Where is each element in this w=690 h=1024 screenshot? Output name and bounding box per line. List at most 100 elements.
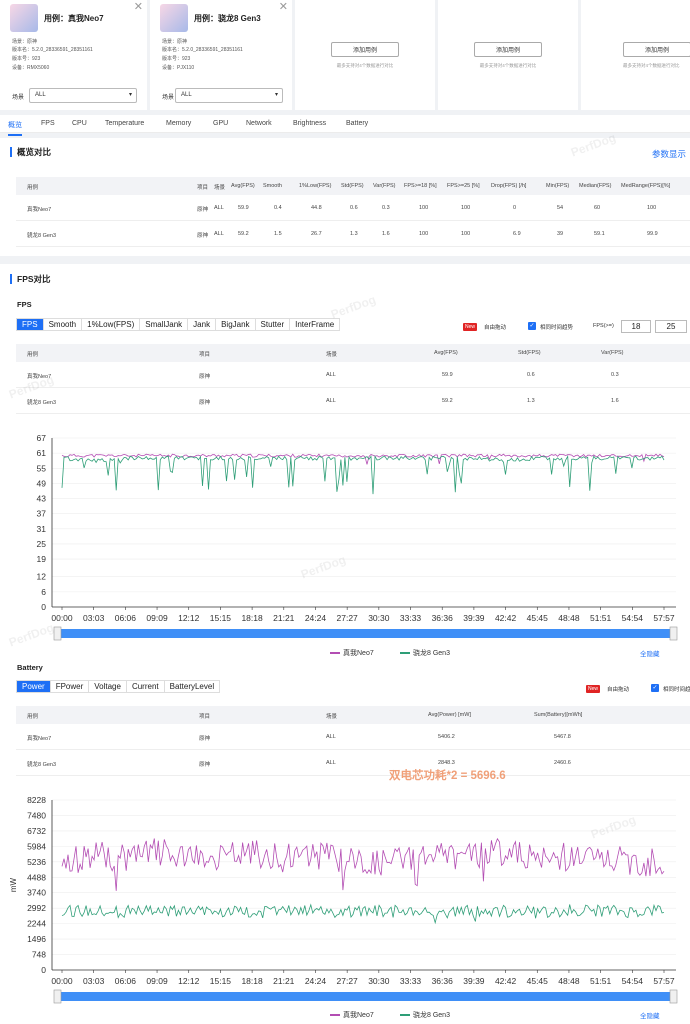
tab-memory[interactable]: Memory	[166, 120, 192, 127]
tab-overview[interactable]: 概览	[8, 122, 22, 136]
tab-cpu[interactable]: CPU	[72, 120, 87, 127]
threshold-label: FPS(>=)	[593, 323, 614, 329]
subtab-1low[interactable]: 1%Low(FPS)	[82, 319, 141, 330]
battery-power-chart: 8228748067325984523644883740299222441496…	[9, 795, 678, 1004]
subtab-smooth[interactable]: Smooth	[44, 319, 83, 330]
cell: 0.3	[382, 205, 390, 211]
x-tick-label: 09:09	[146, 613, 168, 623]
subtab-power[interactable]: Power	[17, 681, 51, 692]
x-tick-label: 33:33	[400, 976, 422, 986]
overview-table-header: 用例 项目 场景 Avg(FPS) Smooth 1%Low(FPS) Std(…	[16, 177, 690, 195]
col-avg-fps: Avg(FPS)	[231, 183, 255, 189]
subtab-fpower[interactable]: FPower	[51, 681, 90, 692]
col-item: 项目	[199, 352, 211, 358]
close-icon[interactable]: ✕	[278, 1, 288, 13]
cell: 100	[419, 231, 429, 237]
chevron-down-icon: ▾	[274, 92, 278, 98]
y-tick-label: 37	[37, 509, 47, 519]
col-case: 用例	[27, 352, 39, 358]
x-tick-label: 36:36	[432, 613, 454, 623]
hide-all-link[interactable]: 全隐藏	[640, 651, 660, 658]
metric-tabs: 概览 FPS CPU Temperature Memory GPU Networ…	[0, 115, 690, 136]
cell: ALL	[214, 205, 224, 211]
case-avatar	[160, 4, 188, 32]
y-tick-label: 0	[41, 602, 46, 612]
add-case-button[interactable]: 添加用例	[474, 41, 542, 57]
subtab-stutter[interactable]: Stutter	[256, 319, 291, 330]
subtab-fps[interactable]: FPS	[17, 319, 44, 330]
x-tick-label: 48:48	[558, 976, 580, 986]
y-tick-label: 55	[37, 463, 47, 473]
subtab-smalljank[interactable]: SmallJank	[140, 319, 189, 330]
scene-select[interactable]: ALL ▾	[175, 88, 283, 103]
x-tick-label: 24:24	[305, 976, 327, 986]
scene-select[interactable]: ALL ▾	[29, 88, 137, 103]
case-info-version-code: 版本号：923	[162, 56, 191, 62]
param-display-link[interactable]: 参数显示	[651, 149, 686, 159]
add-case-hint: 最多支持对4个数据进行对比	[623, 62, 680, 68]
legend-swatch	[330, 652, 340, 655]
y-tick-label: 25	[37, 539, 47, 549]
y-tick-label: 3740	[27, 888, 46, 898]
cell: 0.6	[350, 205, 358, 211]
x-tick-label: 57:57	[653, 976, 675, 986]
cell: 真我Neo7	[27, 736, 52, 742]
add-case-button[interactable]: 添加用例	[623, 41, 690, 57]
tab-brightness[interactable]: Brightness	[293, 120, 327, 127]
legend-item-series2[interactable]: 骁龙8 Gen3	[400, 648, 450, 658]
tab-temperature[interactable]: Temperature	[105, 120, 145, 127]
subtab-voltage[interactable]: Voltage	[89, 681, 127, 692]
cell: 100	[461, 205, 471, 211]
case-info-device: 设备：PJX110	[162, 65, 195, 71]
cell: 5467.8	[554, 734, 571, 740]
x-tick-label: 42:42	[495, 613, 517, 623]
cell: 1.5	[274, 231, 282, 237]
same-time-checkbox[interactable]: ✓	[528, 322, 536, 330]
cell: 60	[594, 205, 601, 211]
cell: 0.6	[527, 372, 535, 378]
tab-fps[interactable]: FPS	[41, 120, 55, 127]
col-item: 项目	[197, 185, 209, 191]
subtab-current[interactable]: Current	[127, 681, 165, 692]
subtab-batterylevel[interactable]: BatteryLevel	[169, 682, 215, 691]
cell: 原神	[199, 762, 211, 768]
zoom-slider-handle-right	[669, 989, 678, 1004]
y-tick-label: 7480	[27, 810, 46, 820]
cell: 44.8	[311, 205, 322, 211]
threshold-input-1[interactable]: 18	[621, 320, 651, 333]
x-tick-label: 30:30	[368, 976, 390, 986]
subtab-jank[interactable]: Jank	[188, 319, 217, 330]
y-tick-label: 12	[37, 572, 47, 582]
table-row: 真我Neo7 原神 ALL 5406.2 5467.8	[16, 725, 690, 750]
subtab-bigjank[interactable]: BigJank	[216, 319, 256, 330]
x-tick-label: 00:00	[51, 976, 73, 986]
legend-label: 骁龙8 Gen3	[413, 650, 450, 657]
legend-item-series2[interactable]: 骁龙8 Gen3	[400, 1010, 450, 1020]
add-case-button[interactable]: 添加用例	[331, 41, 399, 57]
x-tick-label: 03:03	[83, 976, 105, 986]
legend-item-series1[interactable]: 真我Neo7	[330, 648, 374, 658]
auto-drag-label[interactable]: 自由拖动	[607, 687, 630, 693]
tab-battery[interactable]: Battery	[346, 120, 369, 127]
y-tick-label: 748	[32, 950, 46, 960]
table-row: 真我Neo7 原神 ALL 59.9 0.4 44.8 0.6 0.3 100 …	[16, 196, 690, 221]
hide-all-link[interactable]: 全隐藏	[640, 1013, 660, 1020]
threshold-input-2[interactable]: 25	[655, 320, 687, 333]
battery-panel: Battery Power FPower Voltage Current Bat…	[0, 660, 690, 1024]
x-tick-label: 15:15	[210, 976, 232, 986]
add-case-hint: 最多支持对4个数据进行对比	[479, 62, 537, 68]
cell: 59.9	[442, 372, 453, 378]
auto-drag-label[interactable]: 自由拖动	[484, 325, 507, 331]
tab-gpu[interactable]: GPU	[213, 120, 229, 127]
x-tick-label: 54:54	[622, 613, 644, 623]
close-icon[interactable]: ✕	[133, 1, 143, 13]
cell: 2848.3	[438, 760, 455, 766]
same-time-checkbox[interactable]: ✓	[651, 684, 659, 692]
tab-network[interactable]: Network	[246, 120, 272, 127]
cell: ALL	[326, 734, 336, 740]
add-case-hint: 最多支持对4个数据进行对比	[336, 62, 394, 68]
overview-panel: 概览对比 参数显示 用例 项目 场景 Avg(FPS) Smooth 1%Low…	[0, 138, 690, 256]
subtab-interframe[interactable]: InterFrame	[295, 320, 335, 329]
legend-item-series1[interactable]: 真我Neo7	[330, 1010, 374, 1020]
